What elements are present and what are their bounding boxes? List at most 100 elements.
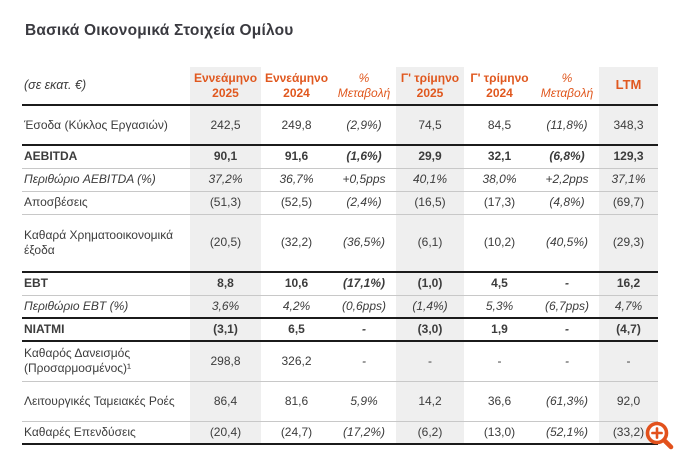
cell: - [497,353,502,368]
cell: (3,1) [190,318,261,341]
cell: (16,5) [396,191,464,214]
unit-label: (σε εκατ. €) [24,77,87,92]
cell: (4,7) [599,318,658,341]
cell: - [396,341,464,381]
row-net-capex: Καθαρές Επενδύσεις (20,4) (24,7) (17,2%)… [22,421,658,444]
cell: 326,2 [281,353,312,368]
cell: (1,6%) [346,149,382,164]
row-depreciation: Αποσβέσεις (51,3) (52,5) (2,4%) (16,5) (… [22,191,658,214]
col-header-change-9m: % Μεταβολή [337,70,391,100]
cell: 92,0 [599,381,658,421]
col-header-q3-2024: Γ' τρίμηνο 2024 [470,70,529,100]
cell: (4,8%) [549,195,585,209]
cell: - [362,322,366,336]
cell: (6,1) [396,214,464,272]
cell: 29,9 [396,145,464,168]
page-title: Βασικά Οικονομικά Στοιχεία Ομίλου [25,22,294,39]
cell: 40,1% [396,168,464,191]
cell: 37,2% [190,168,261,191]
cell: (20,4) [190,421,261,444]
col-header-change-q3: % Μεταβολή [540,70,594,100]
row-label: Λειτουργικές Ταμειακές Ροές [24,393,175,408]
cell: - [565,276,569,291]
cell: 81,6 [284,393,309,408]
cell: (11,8%) [546,117,588,132]
cell: 4,5 [491,276,508,291]
cell: +0,5pps [342,172,386,186]
cell: +2,2pps [545,172,589,186]
cell: (6,7pps) [544,298,590,313]
cell: 348,3 [599,105,658,145]
cell: (24,7) [280,424,313,439]
row-aebitda: AEBITDA 90,1 91,6 (1,6%) 29,9 32,1 (6,8%… [22,145,658,168]
col-header-9m-2025: Εννεάμηνο 2025 [190,67,261,105]
cell: (17,1%) [342,276,386,291]
cell: (61,3%) [545,393,589,408]
cell: (69,7) [599,191,658,214]
cell: (36,5%) [342,235,386,250]
row-label: Περιθώριο AEBITDA (%) [24,172,156,186]
cell: (3,0) [396,318,464,341]
row-label: Αποσβέσεις [24,195,88,209]
row-label: Έσοδα (Κύκλος Εργασιών) [24,117,168,132]
row-label: NIATMI [24,322,65,336]
row-revenue: Έσοδα (Κύκλος Εργασιών) 242,5 249,8 (2,9… [22,105,658,145]
cell: (20,5) [190,214,261,272]
cell: 37,1% [599,168,658,191]
cell: 8,8 [190,272,261,295]
cell: (52,5) [280,195,313,209]
cell: 90,1 [190,145,261,168]
cell: (32,2) [280,235,313,250]
cell: (2,9%) [346,117,382,132]
row-ebt: EBT 8,8 10,6 (17,1%) (1,0) 4,5 - 16,2 [22,272,658,295]
cell: (1,0) [396,272,464,295]
cell: - [565,353,569,368]
cell: 249,8 [281,117,312,132]
cell: 36,7% [279,172,314,186]
row-aebitda-margin: Περιθώριο AEBITDA (%) 37,2% 36,7% +0,5pp… [22,168,658,191]
cell: 298,8 [190,341,261,381]
header-row: (σε εκατ. €) Εννεάμηνο 2025 Εννεάμηνο 20… [22,67,658,105]
row-label: AEBITDA [24,149,78,164]
cell: 16,2 [599,272,658,295]
col-header-ltm: LTM [599,67,658,105]
row-net-financial-expenses: Καθαρά Χρηματοοικονομικά έξοδα (20,5) (3… [22,214,658,272]
cell: 86,4 [190,381,261,421]
cell: 38,0% [482,172,517,186]
cell: (17,2%) [342,424,386,439]
row-label: Περιθώριο EBT (%) [24,298,129,313]
cell: 4,2% [282,298,311,313]
row-net-debt: Καθαρός Δανεισμός (Προσαρμοσμένος)¹ 298,… [22,341,658,381]
cell: 129,3 [599,145,658,168]
row-label: EBT [24,276,48,291]
cell: (13,0) [483,424,516,439]
cell: (6,8%) [549,149,585,164]
cell: (0,6pps) [341,298,387,313]
zoom-in-icon[interactable] [644,420,675,451]
financial-table: (σε εκατ. €) Εννεάμηνο 2025 Εννεάμηνο 20… [22,67,658,445]
row-operating-cash-flow: Λειτουργικές Ταμειακές Ροές 86,4 81,6 5,… [22,381,658,421]
cell: (10,2) [483,235,516,250]
cell: 74,5 [396,105,464,145]
cell: 242,5 [190,105,261,145]
cell: (6,2) [396,421,464,444]
cell: 6,5 [288,322,305,336]
cell: 84,5 [487,117,512,132]
cell: (33,2) [599,421,658,444]
cell: - [362,353,366,368]
cell: 4,7% [599,295,658,318]
cell: 36,6 [487,393,512,408]
cell: (17,3) [483,195,516,209]
row-label: Καθαρές Επενδύσεις [24,424,136,439]
row-label: Καθαρά Χρηματοοικονομικά έξοδα [24,227,174,257]
cell: - [565,322,569,336]
cell: 14,2 [396,381,464,421]
row-ebt-margin: Περιθώριο EBT (%) 3,6% 4,2% (0,6pps) (1,… [22,295,658,318]
col-header-q3-2025: Γ' τρίμηνο 2025 [396,67,464,105]
cell: 3,6% [190,295,261,318]
row-label: Καθαρός Δανεισμός (Προσαρμοσμένος)¹ [24,346,132,376]
cell: 91,6 [284,149,309,164]
cell: 32,1 [487,149,512,164]
cell: - [599,341,658,381]
